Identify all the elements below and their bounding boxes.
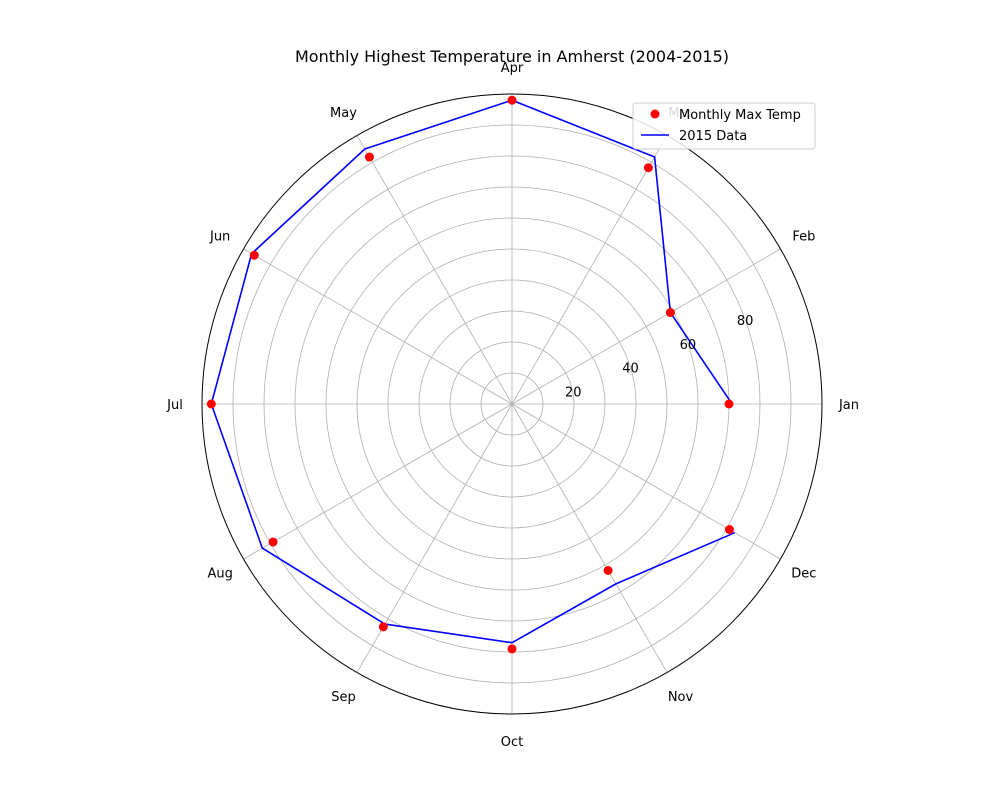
category-label-jul: Jul bbox=[166, 398, 183, 413]
category-label-may: May bbox=[330, 106, 357, 121]
grid-ring-minor bbox=[480, 372, 544, 436]
data-point-aug bbox=[268, 537, 278, 547]
legend-marker-icon bbox=[650, 109, 660, 119]
category-label-apr: Apr bbox=[501, 61, 524, 76]
radial-tick-label: 60 bbox=[680, 338, 697, 353]
category-label-feb: Feb bbox=[792, 230, 815, 245]
category-label-jun: Jun bbox=[209, 230, 230, 245]
category-label-oct: Oct bbox=[501, 735, 523, 750]
category-label-aug: Aug bbox=[207, 567, 232, 582]
category-label-dec: Dec bbox=[791, 567, 816, 582]
radial-tick-label: 20 bbox=[565, 385, 582, 400]
grid-ring-60 bbox=[325, 217, 699, 591]
data-point-apr bbox=[507, 95, 517, 105]
data-point-nov bbox=[603, 565, 613, 575]
polar-frame bbox=[201, 93, 823, 715]
data-point-sep bbox=[378, 622, 388, 632]
data-point-mar bbox=[643, 163, 653, 173]
data-point-jun bbox=[249, 250, 259, 260]
grid-ring-minor bbox=[356, 248, 668, 560]
series-layer bbox=[206, 95, 736, 654]
legend: Monthly Max Temp 2015 Data bbox=[632, 102, 816, 150]
grid-ring-40 bbox=[387, 279, 637, 529]
data-point-dec bbox=[724, 525, 734, 535]
radial-tick-label: 80 bbox=[737, 314, 754, 329]
category-label-jan: Jan bbox=[838, 398, 859, 413]
data-point-may bbox=[364, 152, 374, 162]
chart-title: Monthly Highest Temperature in Amherst (… bbox=[295, 47, 729, 66]
category-label-nov: Nov bbox=[668, 690, 694, 705]
data-point-jul bbox=[206, 399, 216, 409]
radial-tick-label: 40 bbox=[622, 362, 639, 377]
grid-layer bbox=[201, 93, 823, 715]
series-line-1 bbox=[210, 99, 736, 644]
data-point-oct bbox=[507, 644, 517, 654]
grid-ring-20 bbox=[449, 341, 575, 467]
legend-box bbox=[632, 102, 816, 150]
grid-ring-minor bbox=[232, 124, 792, 684]
data-point-jan bbox=[724, 399, 734, 409]
category-label-sep: Sep bbox=[331, 690, 356, 705]
grid-ring-minor bbox=[418, 310, 606, 498]
data-point-feb bbox=[665, 308, 675, 318]
legend-label: 2015 Data bbox=[679, 129, 747, 144]
legend-label: Monthly Max Temp bbox=[679, 108, 801, 123]
